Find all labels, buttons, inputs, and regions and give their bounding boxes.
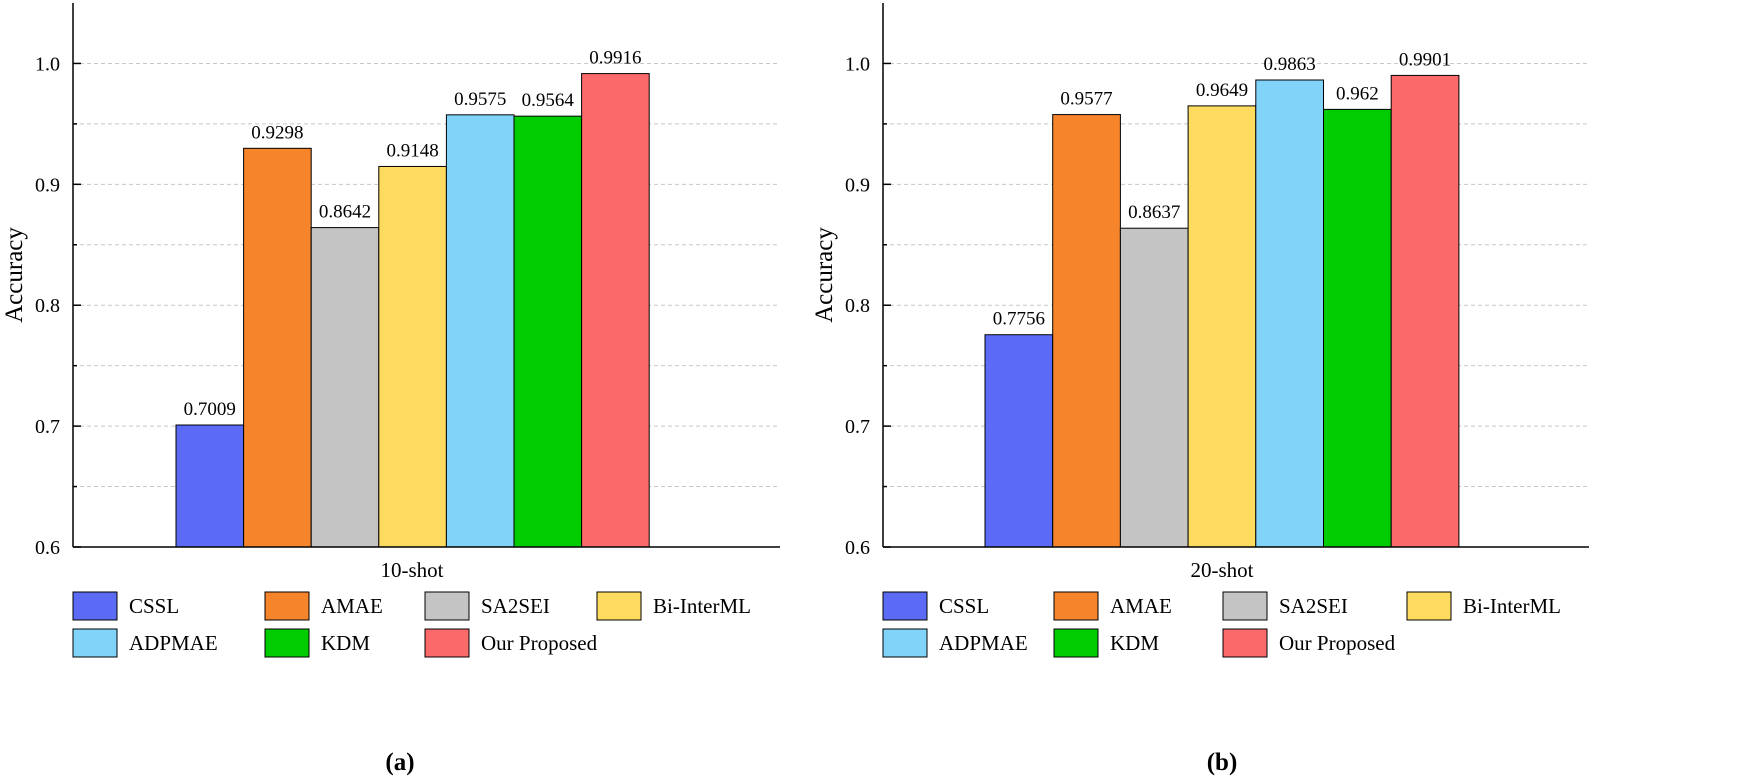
- legend-swatch: [1222, 591, 1268, 621]
- legend-label: Bi-InterML: [1463, 594, 1561, 618]
- legend-label: ADPMAE: [939, 631, 1028, 655]
- chart-panel-b: 0.7756 0.9577 0.8637 0.9649 0.9863 0.962 0.990…: [811, 3, 1589, 776]
- y-tick-label: 1.0: [845, 53, 870, 75]
- bar-value-label: 0.8642: [319, 202, 371, 223]
- y-tick-label: 0.7: [35, 416, 60, 438]
- legend-swatch: [424, 628, 470, 658]
- legend-swatch: [264, 628, 310, 658]
- bar-value-label: 0.9916: [589, 48, 641, 69]
- legend-swatch: [72, 628, 118, 658]
- y-axis-label: Accuracy: [1, 227, 28, 323]
- bar-value-label: 0.9863: [1264, 54, 1316, 75]
- bar-value-label: 0.9148: [386, 140, 438, 161]
- bar-kdm: [513, 115, 583, 548]
- bar-value-label: 0.9577: [1060, 89, 1112, 110]
- legend-label: ADPMAE: [129, 631, 218, 655]
- bar-bi-interml: [378, 165, 447, 548]
- legend-swatch: [264, 591, 310, 621]
- legend-label: Bi-InterML: [653, 594, 751, 618]
- legend-swatch: [424, 591, 470, 621]
- legend-label: CSSL: [129, 594, 179, 618]
- y-tick-label: 0.6: [845, 537, 870, 559]
- y-tick-label: 0.7: [845, 416, 870, 438]
- legend-swatch: [1053, 591, 1099, 621]
- y-tick-label: 0.9: [35, 174, 60, 196]
- bar-value-label: 0.9575: [454, 89, 506, 110]
- chart-panel-a: 0.7009 0.9298 0.8642 0.9148 0.9575 0.9564 0.99…: [1, 3, 780, 776]
- legend-label: SA2SEI: [1279, 594, 1348, 618]
- bar-cssl: [175, 424, 245, 548]
- y-tick-label: 0.9: [845, 174, 870, 196]
- bar-adpmae: [445, 114, 515, 548]
- legend-label: SA2SEI: [481, 594, 550, 618]
- bar-our-proposed: [581, 73, 650, 548]
- x-axis-label: 20-shot: [1191, 558, 1254, 582]
- y-axis-label: Accuracy: [811, 227, 838, 323]
- legend-label: CSSL: [939, 594, 989, 618]
- legend-swatch: [1406, 591, 1452, 621]
- bar-value-label: 0.9564: [522, 90, 575, 111]
- bar-amae: [243, 147, 312, 548]
- legend-swatch: [72, 591, 118, 621]
- y-tick-label: 0.6: [35, 537, 60, 559]
- legend-label: KDM: [321, 631, 370, 655]
- bar-value-label: 0.8637: [1128, 202, 1180, 223]
- legend-label: AMAE: [1110, 594, 1172, 618]
- panel-label: (b): [1207, 749, 1238, 776]
- bar-our-proposed: [1390, 74, 1460, 548]
- legend-label: Our Proposed: [481, 631, 598, 655]
- y-tick-label: 1.0: [35, 53, 60, 75]
- legend-label: Our Proposed: [1279, 631, 1396, 655]
- bar-adpmae: [1255, 79, 1325, 548]
- bar-value-label: 0.962: [1336, 83, 1379, 104]
- y-tick-label: 0.8: [35, 295, 60, 317]
- panel-label: (a): [385, 749, 414, 776]
- legend-swatch: [1222, 628, 1268, 658]
- bar-sa2sei: [1119, 227, 1189, 548]
- bar-cssl: [984, 334, 1054, 548]
- legend-swatch: [1053, 628, 1099, 658]
- bar-bi-interml: [1187, 105, 1257, 548]
- legend-swatch: [882, 591, 928, 621]
- legend-swatch: [596, 591, 642, 621]
- bar-kdm: [1323, 108, 1392, 548]
- legend-label: KDM: [1110, 631, 1159, 655]
- x-axis-label: 10-shot: [381, 558, 444, 582]
- bar-value-label: 0.9649: [1196, 80, 1248, 101]
- bar-value-label: 0.9901: [1399, 49, 1451, 70]
- legend-label: AMAE: [321, 594, 383, 618]
- bar-value-label: 0.9298: [251, 122, 303, 143]
- bar-value-label: 0.7009: [184, 399, 236, 420]
- y-tick-label: 0.8: [845, 295, 870, 317]
- legend-swatch: [882, 628, 928, 658]
- bar-value-label: 0.7756: [993, 309, 1045, 330]
- bar-sa2sei: [310, 227, 380, 548]
- bar-amae: [1052, 114, 1121, 548]
